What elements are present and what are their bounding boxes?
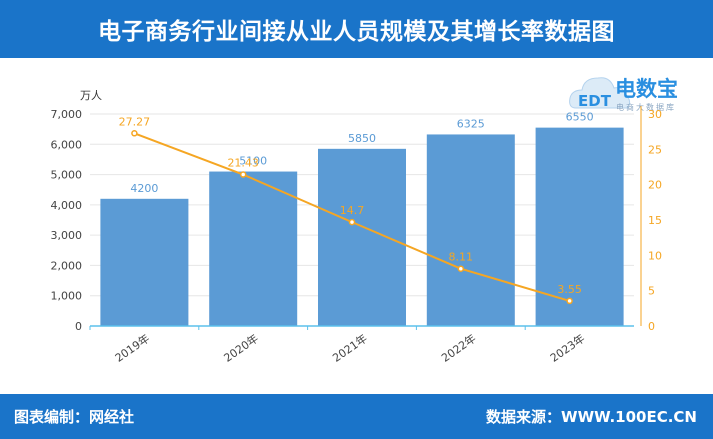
y-left-tick-label: 5,000 <box>51 169 83 182</box>
bar <box>426 134 515 326</box>
line-point <box>457 265 465 272</box>
x-tick-label: 2020年 <box>221 331 261 365</box>
bar <box>535 127 624 326</box>
bar-data-label: 4200 <box>130 182 158 195</box>
y-left-unit: 万人 <box>80 89 102 102</box>
bar <box>318 148 406 326</box>
line-point <box>566 297 573 305</box>
y-left-tick-label: 7,000 <box>51 108 83 121</box>
y-left-tick-label: 6,000 <box>51 138 83 151</box>
line-point <box>131 130 138 137</box>
footer-source-compiler: 图表编制：网经社 <box>14 408 135 426</box>
y-left-tick-label: 4,000 <box>51 199 83 212</box>
line-data-label: 14.7 <box>340 204 365 217</box>
bar-data-label: 5850 <box>348 132 376 145</box>
y-right-tick-label: 30 <box>648 108 662 121</box>
bar <box>100 198 189 326</box>
x-tick-label: 2019年 <box>112 331 152 365</box>
line-point <box>348 218 356 226</box>
logo-badge: EDT <box>578 92 612 110</box>
line-point <box>239 171 247 178</box>
logo-text: 电数宝 <box>615 77 678 101</box>
y-left-tick-label: 0 <box>75 320 82 333</box>
chart-header: 电子商务行业间接从业人员规模及其增长率数据图 <box>0 0 713 58</box>
cloud-icon: EDT <box>569 77 631 110</box>
logo-subtitle: 电商大数据库 <box>616 103 676 112</box>
y-right-tick-label: 0 <box>648 320 655 333</box>
y-right-tick-label: 25 <box>648 143 662 156</box>
y-left-tick-label: 3,000 <box>51 229 83 242</box>
y-left-tick-label: 2,000 <box>51 259 83 272</box>
y-left-tick-label: 1,000 <box>51 290 83 303</box>
chart-title: 电子商务行业间接从业人员规模及其增长率数据图 <box>98 19 615 45</box>
line-data-label: 3.55 <box>557 283 582 296</box>
y-right-tick-label: 15 <box>648 214 662 227</box>
chart-footer: 图表编制：网经社 数据来源：WWW.100EC.CN <box>0 394 713 439</box>
x-tick-label: 2023年 <box>547 331 587 365</box>
bar-data-label: 6550 <box>566 111 594 124</box>
y-right-tick-label: 10 <box>648 249 662 262</box>
chart: 0 1,000 2,000 3,000 4,000 5,000 6,000 7,000 万人 0 5… <box>51 89 663 365</box>
bar-data-label: 5100 <box>239 155 267 168</box>
footer-data-source: 数据来源：WWW.100EC.CN <box>486 408 697 426</box>
x-tick-label: 2022年 <box>439 331 479 365</box>
x-tick-label: 2021年 <box>330 331 370 365</box>
y-right-tick-label: 20 <box>648 179 662 192</box>
line-data-label: 8.11 <box>449 251 474 264</box>
line-data-label: 27.27 <box>119 115 151 128</box>
y-right-tick-label: 5 <box>648 285 655 298</box>
line-data-label: 21.43 <box>227 157 259 170</box>
bar <box>209 171 298 326</box>
bar-data-label: 6325 <box>457 117 485 130</box>
